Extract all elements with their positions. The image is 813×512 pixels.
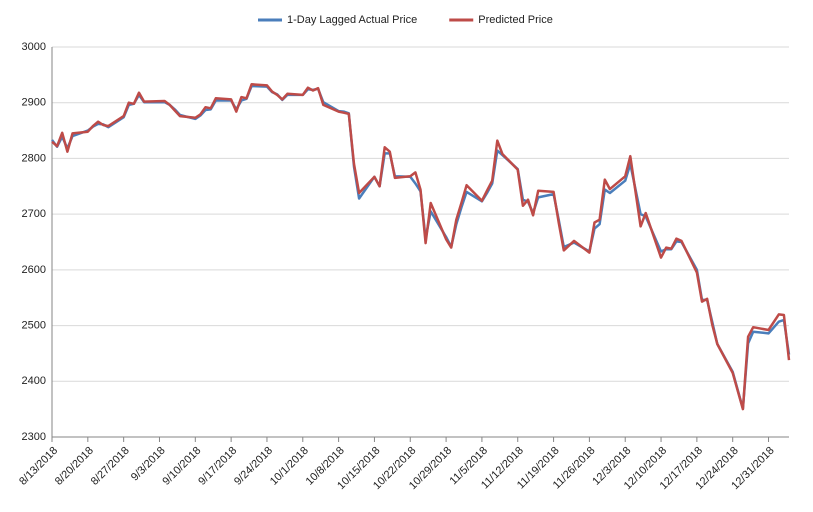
y-tick-label: 2400 xyxy=(22,375,46,387)
y-tick-label: 2500 xyxy=(22,319,46,331)
series-line xyxy=(51,83,791,411)
series-line xyxy=(51,84,791,410)
y-tick-label: 2900 xyxy=(22,97,46,109)
y-tick-label: 2800 xyxy=(22,152,46,164)
legend: 1-Day Lagged Actual Price Predicted Price xyxy=(258,14,553,26)
legend-label: Predicted Price xyxy=(478,14,553,26)
legend-label: 1-Day Lagged Actual Price xyxy=(287,14,417,26)
y-tick-label: 3000 xyxy=(22,41,46,53)
y-tick-label: 2300 xyxy=(22,431,46,443)
y-tick-label: 2700 xyxy=(22,208,46,220)
x-tick-label: 8/27/2018 xyxy=(89,445,132,488)
y-tick-label: 2600 xyxy=(22,264,46,276)
